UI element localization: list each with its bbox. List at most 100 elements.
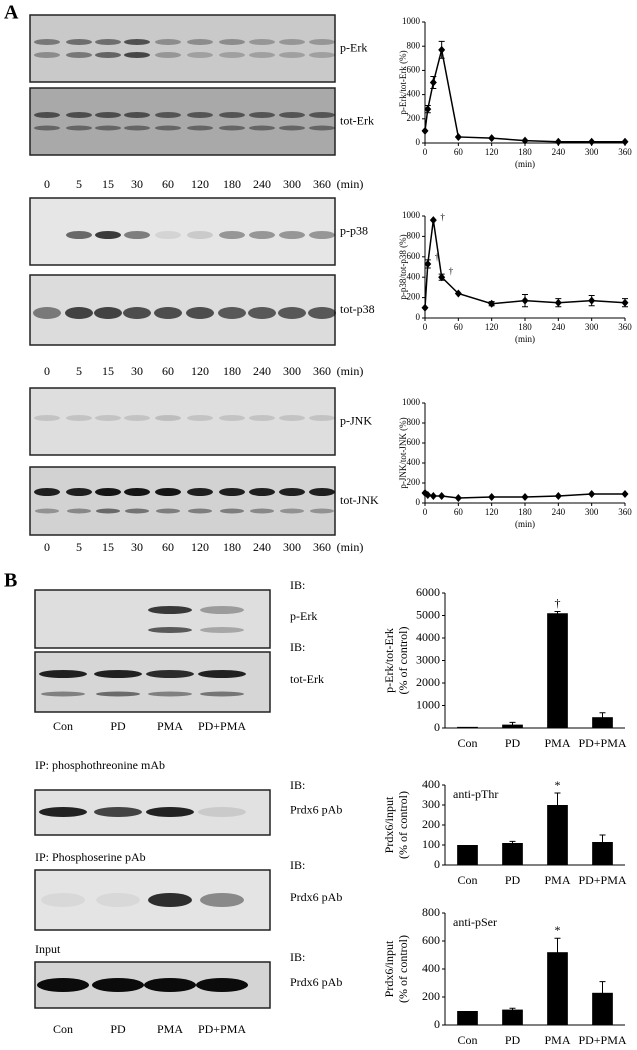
y-tick-label: 4000 — [416, 630, 440, 644]
band — [248, 307, 276, 319]
band — [198, 807, 246, 817]
x-tick-label: Con — [457, 873, 477, 887]
y-tick-label: 800 — [407, 40, 421, 50]
time-label: 300 — [283, 540, 301, 554]
time-label: 0 — [44, 177, 50, 191]
data-point — [554, 492, 562, 500]
band — [249, 112, 275, 118]
band — [124, 488, 150, 496]
y-tick-label: 0 — [416, 312, 421, 322]
band — [65, 307, 93, 319]
band — [155, 415, 181, 421]
band — [34, 52, 60, 58]
band — [249, 52, 275, 58]
time-label: 360 — [313, 177, 331, 191]
x-axis-label: (min) — [515, 519, 535, 529]
band — [279, 231, 305, 239]
band — [249, 488, 275, 496]
band — [219, 39, 245, 45]
data-point — [621, 490, 629, 498]
ip-header: IP: Phosphoserine pAb — [35, 850, 146, 864]
blot-label: Prdx6 pAb — [290, 975, 342, 989]
band — [280, 508, 304, 514]
ib-label: IB: — [290, 578, 305, 592]
band — [39, 670, 87, 678]
ib-label: IB: — [290, 858, 305, 872]
y-axis-label: (% of control) — [396, 935, 410, 1003]
data-point — [424, 259, 432, 268]
band — [155, 488, 181, 496]
time-label: 30 — [131, 364, 143, 378]
ib-label: IB: — [290, 640, 305, 654]
lane-label: PD — [110, 719, 126, 733]
band — [155, 112, 181, 118]
bar — [547, 952, 568, 1025]
x-tick-label: Con — [457, 736, 477, 750]
time-label: 180 — [223, 364, 241, 378]
band — [94, 807, 142, 817]
bar — [592, 842, 613, 865]
y-tick-label: 600 — [407, 437, 421, 447]
band — [124, 415, 150, 421]
data-point — [554, 137, 562, 146]
lane-label: PMA — [157, 719, 183, 733]
band — [33, 307, 61, 319]
band — [66, 125, 92, 131]
time-label: 120 — [191, 177, 209, 191]
x-tick-label: 360 — [618, 507, 632, 517]
x-tick-label: PMA — [544, 873, 570, 887]
ip-header: IP: phosphothreonine mAb — [35, 758, 165, 772]
band — [66, 112, 92, 118]
y-tick-label: 200 — [407, 477, 421, 487]
lane-label: PD+PMA — [198, 719, 246, 733]
x-tick-label: 0 — [423, 507, 428, 517]
data-point — [421, 303, 429, 312]
band — [146, 670, 194, 678]
lane-label: PD — [110, 1022, 126, 1036]
y-tick-label: 5000 — [416, 607, 440, 621]
x-tick-label: 240 — [552, 147, 566, 157]
time-label: 360 — [313, 364, 331, 378]
annotation: * — [555, 778, 561, 792]
time-label: 60 — [162, 177, 174, 191]
y-tick-label: 200 — [422, 989, 440, 1003]
chart-title: anti-pSer — [453, 915, 497, 929]
x-tick-label: 120 — [485, 147, 499, 157]
error-bar — [554, 792, 561, 818]
band — [95, 488, 121, 496]
band — [34, 39, 60, 45]
y-axis-label: Prdx6/input — [382, 940, 396, 997]
lane-label: Con — [53, 719, 73, 733]
band — [200, 893, 244, 907]
data-point — [454, 132, 462, 141]
x-axis-label: (min) — [515, 334, 535, 344]
band — [219, 231, 245, 239]
time-label: 180 — [223, 540, 241, 554]
y-tick-label: 0 — [434, 1017, 440, 1031]
band — [94, 670, 142, 678]
blot-label: tot-JNK — [340, 493, 379, 507]
error-bar — [509, 840, 516, 846]
band — [219, 488, 245, 496]
bar — [457, 726, 478, 728]
band — [148, 627, 192, 633]
band — [34, 112, 60, 118]
data-point — [429, 78, 437, 87]
time-unit: (min) — [337, 364, 364, 378]
band — [198, 670, 246, 678]
data-point — [488, 493, 496, 501]
time-label: 240 — [253, 177, 271, 191]
band — [220, 508, 244, 514]
x-tick-label: PD — [505, 873, 521, 887]
blot-label: Prdx6 pAb — [290, 802, 342, 816]
blot — [29, 14, 336, 83]
band — [309, 415, 335, 421]
band — [187, 231, 213, 239]
time-label: 5 — [76, 177, 82, 191]
x-tick-label: 0 — [423, 147, 428, 157]
time-unit: (min) — [337, 177, 364, 191]
error-bar — [599, 981, 606, 1005]
band — [124, 112, 150, 118]
band — [95, 39, 121, 45]
data-point — [438, 492, 446, 500]
